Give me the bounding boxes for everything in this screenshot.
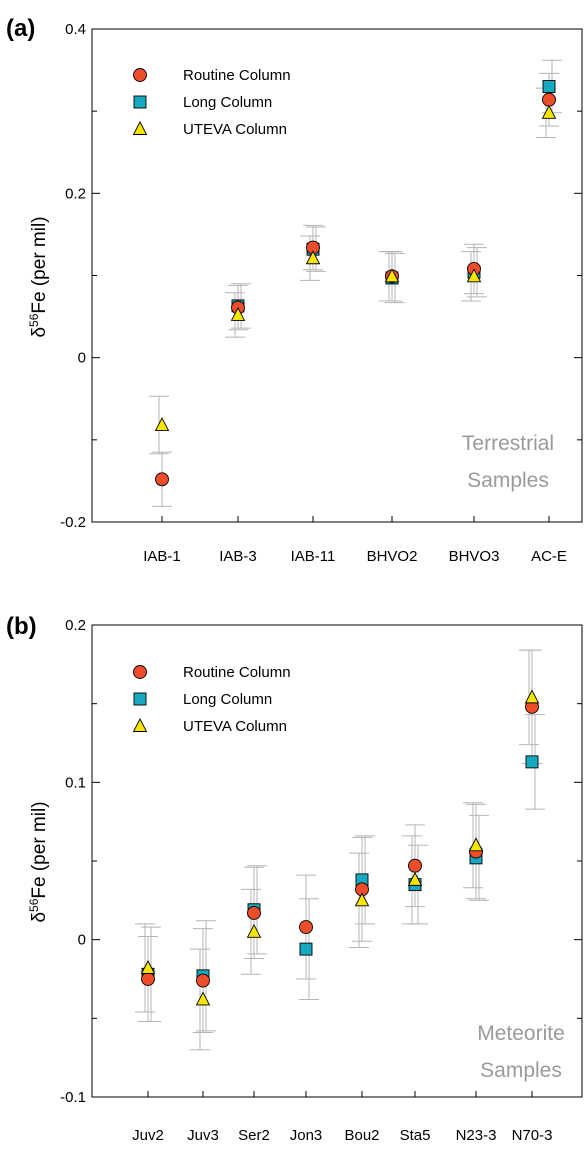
panel-b-x-tick-label: Juv2: [132, 1127, 164, 1144]
panel-b-point-circle: [247, 905, 261, 920]
panel-a-x-tick-label: BHVO2: [367, 548, 418, 565]
panel-a-legend: Routine Column Long Column UTEVA Column: [132, 67, 291, 138]
panel-b-point-circle: [196, 973, 210, 988]
panel-b-legend-marker-triangle: [132, 718, 148, 732]
panel-a-legend-label: Routine Column: [183, 67, 291, 84]
panel-a-legend-marker-circle: [133, 68, 147, 82]
panel-a-y-tick-label: 0: [78, 350, 86, 367]
panel-a-y-tick-label: 0.4: [65, 21, 86, 38]
panel-a-y-tick-label: -0.2: [60, 514, 86, 531]
panel-a-point-triangle: [230, 306, 246, 321]
panel-a-label: (a): [6, 15, 35, 42]
panel-a-x-tick-label: IAB-1: [143, 548, 181, 565]
panel-b-point-circle: [141, 972, 155, 986]
panel-a-point-triangle: [384, 268, 400, 283]
panel-a-point-circle: [542, 92, 556, 107]
panel-b-legend-label: Long Column: [183, 691, 272, 708]
panel-b-x-tick-label: Jon3: [290, 1127, 323, 1144]
panel-b: (b) δ56Fe (per mil) Routine Column Long C…: [6, 613, 583, 1144]
panel-b-x-tick-label: Sta5: [400, 1127, 431, 1144]
panel-b-x-tick-label: N70-3: [512, 1127, 553, 1144]
panel-b-label: (b): [6, 613, 37, 640]
panel-a-point-triangle: [541, 104, 557, 119]
panel-a-legend-marker-triangle: [132, 121, 148, 135]
panel-a-point-triangle: [466, 268, 482, 283]
panel-a-x-tick-label: AC-E: [531, 548, 567, 565]
panel-b-legend-label: Routine Column: [183, 664, 291, 681]
panel-b-x-tick-label: Bou2: [344, 1127, 379, 1144]
panel-b-y-axis-label: δ56Fe (per mil): [27, 801, 50, 922]
panel-b-legend-label: UTEVA Column: [183, 718, 287, 735]
panel-b-legend-marker-circle: [133, 665, 147, 679]
panel-b-point-triangle: [195, 991, 211, 1006]
panel-a-point-circle: [155, 472, 169, 487]
panel-b-legend-marker-square: [133, 692, 147, 706]
panel-b-point-triangle: [246, 923, 262, 938]
panel-b-y-tick-label: -0.1: [60, 1089, 86, 1106]
panel-a-point-triangle: [305, 250, 321, 265]
panel-b-point-circle: [299, 920, 313, 935]
panel-b-point-triangle: [468, 837, 484, 852]
panel-b-point-square: [525, 755, 539, 769]
panel-b-point-circle: [408, 858, 422, 873]
panel-b-point-triangle: [140, 960, 156, 974]
panel-a-annotation-line2: Samples: [467, 469, 549, 492]
panel-a-x-tick-label: IAB-11: [291, 548, 336, 565]
panel-b-y-tick-label: 0.1: [65, 774, 86, 791]
panel-a-point-square: [542, 80, 556, 93]
panel-a-y-tick-label: 0.2: [65, 185, 86, 202]
panel-b-point-square: [299, 942, 313, 956]
panel-a-legend-label: Long Column: [183, 94, 272, 111]
panel-b-point-triangle: [407, 871, 423, 886]
panel-a-x-tick-label: IAB-3: [219, 548, 257, 565]
panel-b-x-tick-label: Juv3: [187, 1127, 219, 1144]
panel-a: (a) δ56Fe (per mil) Routine Column Long C…: [6, 15, 583, 565]
panel-b-annotation-line2: Samples: [480, 1059, 562, 1082]
panel-b-y-tick-label: 0.2: [65, 617, 86, 634]
panel-a-legend-marker-square: [133, 95, 147, 109]
panel-a-legend-label: UTEVA Column: [183, 121, 287, 138]
panel-a-y-axis-label: δ56Fe (per mil): [27, 216, 50, 337]
panel-b-annotation-line1: Meteorite: [477, 1022, 565, 1045]
panel-b-point-triangle: [354, 892, 370, 907]
panel-b-legend: Routine Column Long Column UTEVA Column: [132, 664, 291, 735]
panel-b-x-tick-label: Ser2: [238, 1127, 270, 1144]
panel-a-x-tick-label: BHVO3: [449, 548, 500, 565]
panel-b-x-tick-label: N23-3: [456, 1127, 497, 1144]
panel-a-point-triangle: [154, 417, 170, 431]
panel-b-point-triangle: [524, 689, 540, 704]
panel-a-annotation-line1: Terrestrial: [462, 432, 554, 455]
panel-b-y-tick-label: 0: [78, 932, 86, 949]
